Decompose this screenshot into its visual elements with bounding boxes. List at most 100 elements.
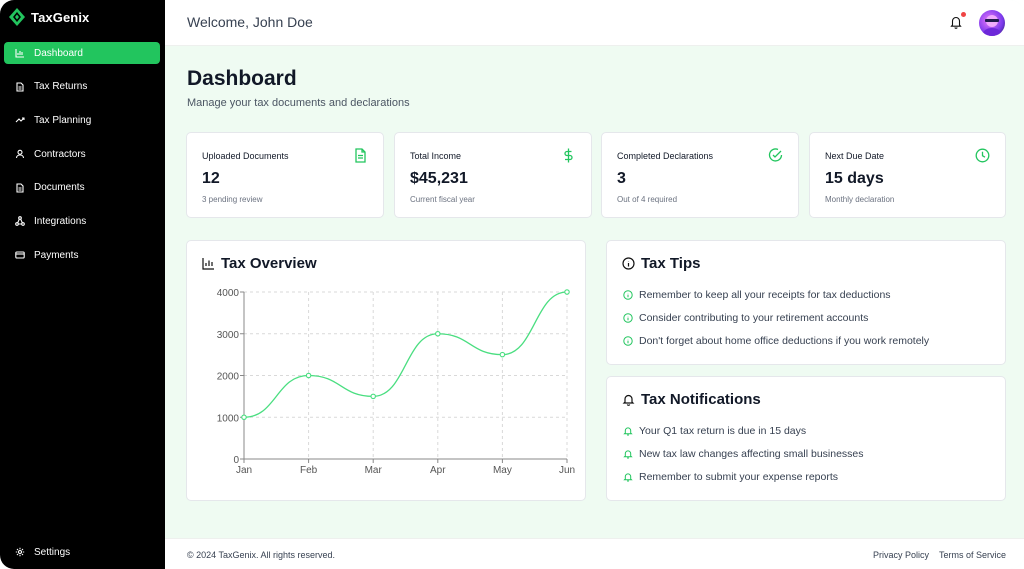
stat-card-total-income: Total Income $45,231 Current fiscal year [394,132,592,218]
settings-label: Settings [34,546,71,558]
sidebar-item-tax-planning[interactable]: Tax Planning [4,109,160,131]
list-item: New tax law changes affecting small busi… [623,448,864,460]
sidebar-item-settings[interactable]: Settings [4,541,160,563]
y-tick-label: 1000 [217,413,240,424]
y-tick-label: 0 [233,455,239,466]
tax-overview-label: Tax Overview [221,255,317,272]
sidebar-item-label: Tax Returns [34,81,88,93]
avatar[interactable] [979,10,1005,36]
document-icon [16,82,24,92]
main-content: Welcome, John Doe Dashboard Manage your … [165,0,1024,569]
data-point [435,330,441,337]
brand[interactable]: TaxGenix [9,8,89,26]
sidebar-item-contractors[interactable]: Contractors [4,143,160,165]
network-icon [15,216,25,227]
y-tick-label: 3000 [217,330,240,341]
info-icon [623,313,633,323]
notification-bell-icon[interactable] [950,15,962,29]
stat-value: 12 [202,170,220,187]
sidebar-item-label: Tax Planning [34,114,92,126]
tip-text: Remember to keep all your receipts for t… [639,289,891,301]
sidebar-item-label: Payments [34,249,79,261]
stat-note: Monthly declaration [825,195,895,204]
stat-label: Next Due Date [825,151,885,161]
notification-text: Remember to submit your expense reports [639,471,839,483]
tax-tips-card: Tax Tips Remember to keep all your recei… [606,240,1006,365]
y-tick-label: 2000 [217,372,240,383]
stat-card-uploaded-documents: Uploaded Documents 12 3 pending review [186,132,384,218]
stat-card-next-due-date: Next Due Date 15 days Monthly declaratio… [809,132,1006,218]
privacy-policy-link[interactable]: Privacy Policy [872,550,929,560]
info-icon [623,290,633,300]
stat-note: Out of 4 required [617,195,678,204]
page-title: Dashboard [187,67,297,90]
x-tick-label: Apr [430,465,446,476]
tax-tips-title: Tax Tips [622,255,700,272]
trending-up-icon [15,117,25,123]
x-tick-label: Mar [365,465,383,476]
bell-icon [623,427,633,436]
list-item: Remember to submit your expense reports [623,471,838,483]
list-item: Don't forget about home office deduction… [623,335,929,347]
info-icon [623,336,633,346]
x-tick-label: Jun [559,465,575,476]
series-line [243,291,568,418]
stat-label: Completed Declarations [617,151,714,161]
sidebar-item-label: Contractors [34,148,86,160]
tax-overview-title: Tax Overview [202,255,317,272]
tax-notifications-card: Tax Notifications Your Q1 tax return is … [606,376,1006,501]
sidebar-item-integrations[interactable]: Integrations [4,210,160,232]
sidebar-item-payments[interactable]: Payments [4,244,160,266]
top-bar: Welcome, John Doe [165,0,1024,46]
stat-card-completed-declarations: Completed Declarations 3 Out of 4 requir… [601,132,799,218]
data-point [499,351,506,358]
tax-overview-card: Tax Overview 0 1000 2000 3000 4000 Jan Feb Mar A… [186,240,586,501]
tax-notifications-title: Tax Notifications [622,391,761,408]
x-tick-label: Jan [236,465,252,476]
stat-label: Total Income [410,151,462,161]
notification-text: Your Q1 tax return is due in 15 days [639,425,807,437]
brand-name: TaxGenix [31,9,90,25]
sidebar-item-dashboard[interactable]: Dashboard [4,42,160,64]
credit-card-icon [15,251,25,259]
tax-notifications-label: Tax Notifications [641,391,761,408]
stat-note: Current fiscal year [410,195,475,204]
info-icon [622,257,635,270]
avatar-image [982,15,1002,36]
file-text-icon [355,148,366,163]
list-item: Remember to keep all your receipts for t… [623,289,891,301]
welcome-message: Welcome, John Doe [187,14,313,30]
stat-value: $45,231 [410,170,468,187]
copyright: © 2024 TaxGenix. All rights reserved. [187,550,336,560]
stat-label: Uploaded Documents [202,151,289,161]
tip-text: Don't forget about home office deduction… [639,335,930,347]
x-tick-label: May [493,465,512,476]
tax-tips-label: Tax Tips [641,255,701,272]
tip-text: Consider contributing to your retirement… [639,312,869,324]
tax-overview-chart: 0 1000 2000 3000 4000 Jan Feb Mar Apr May Jun [217,288,575,476]
page-subtitle: Manage your tax documents and declaratio… [187,97,410,109]
stat-value: 3 [617,170,626,187]
bell-icon [622,394,635,406]
y-tick-label: 4000 [217,288,240,299]
data-point [564,289,570,295]
notification-text: New tax law changes affecting small busi… [639,448,864,460]
stat-note: 3 pending review [202,195,263,204]
sidebar: TaxGenix Dashboard Tax Returns Tax Plann… [0,0,165,569]
footer: © 2024 TaxGenix. All rights reserved. Pr… [165,538,1024,569]
sidebar-item-tax-returns[interactable]: Tax Returns [4,76,160,98]
check-circle-icon [768,148,783,162]
footer-links: Privacy Policy Terms of Service [873,550,1006,560]
sidebar-nav: Dashboard Tax Returns Tax Planning Contr… [4,42,160,278]
brand-logo-icon [9,8,25,26]
sidebar-item-label: Integrations [34,215,87,227]
terms-of-service-link[interactable]: Terms of Service [938,550,1006,560]
bell-icon [623,473,633,482]
list-item: Your Q1 tax return is due in 15 days [623,425,806,437]
dollar-icon [564,148,573,163]
sidebar-item-documents[interactable]: Documents [4,177,160,199]
document-icon [16,183,24,193]
list-item: Consider contributing to your retirement… [623,312,868,324]
bar-chart-icon [202,258,214,270]
